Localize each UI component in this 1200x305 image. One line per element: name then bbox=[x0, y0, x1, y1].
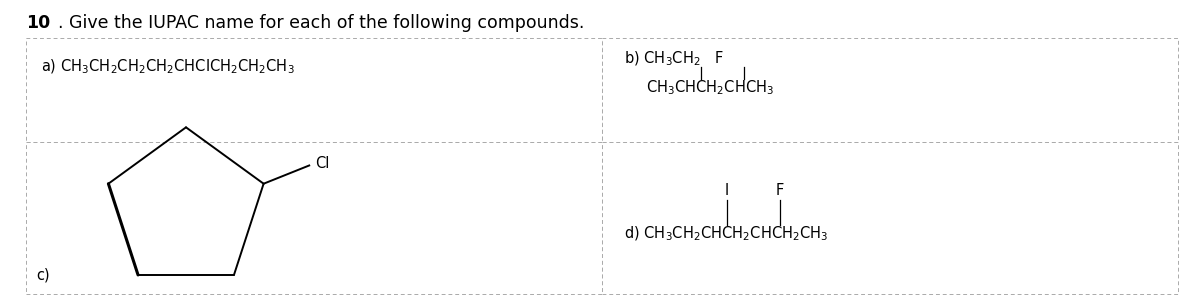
Bar bbox=[602, 38, 1178, 142]
Text: b) CH$_3$CH$_2$   F: b) CH$_3$CH$_2$ F bbox=[624, 50, 724, 68]
Text: d) CH$_3$CH$_2$CHCH$_2$CHCH$_2$CH$_3$: d) CH$_3$CH$_2$CHCH$_2$CHCH$_2$CH$_3$ bbox=[624, 224, 828, 242]
Text: 10: 10 bbox=[26, 14, 50, 32]
Text: Cl: Cl bbox=[316, 156, 330, 171]
Text: a) CH$_3$CH$_2$CH$_2$CH$_2$CHClCH$_2$CH$_2$CH$_3$: a) CH$_3$CH$_2$CH$_2$CH$_2$CHClCH$_2$CH$… bbox=[41, 58, 294, 76]
Text: CH$_3$CHCH$_2$CHCH$_3$: CH$_3$CHCH$_2$CHCH$_3$ bbox=[646, 79, 774, 97]
Bar bbox=[602, 142, 1178, 294]
Text: . Give the IUPAC name for each of the following compounds.: . Give the IUPAC name for each of the fo… bbox=[58, 14, 584, 32]
Text: c): c) bbox=[36, 267, 49, 282]
Text: I: I bbox=[725, 183, 730, 198]
Bar bbox=[26, 142, 602, 294]
Text: F: F bbox=[776, 183, 784, 198]
Bar bbox=[26, 38, 602, 142]
